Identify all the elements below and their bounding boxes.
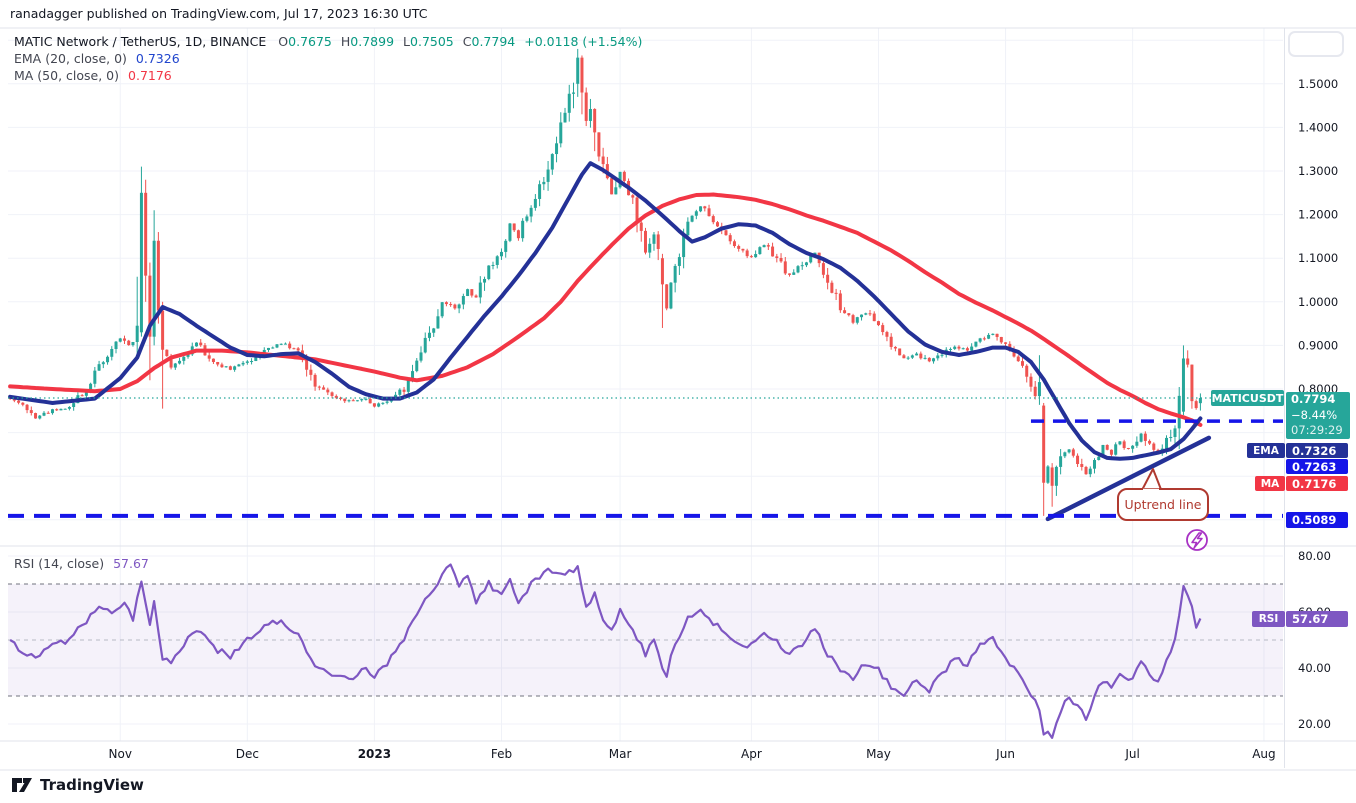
rsi-legend-value: 57.67 — [113, 556, 149, 571]
price-tick-label: 1.2000 — [1298, 208, 1338, 222]
time-axis-label: Jun — [995, 747, 1015, 761]
countdown-timer: 07:29:29 — [1291, 423, 1343, 437]
rsi-axis-value: 57.67 — [1286, 611, 1348, 627]
legend-symbol-row[interactable]: MATIC Network / TetherUS, 1D, BINANCE O0… — [14, 34, 642, 49]
time-axis-label: Feb — [491, 747, 512, 761]
price-tick-label: 0.9000 — [1298, 338, 1338, 352]
legend-ma-row[interactable]: MA (50, close, 0) 0.7176 — [14, 68, 172, 83]
ema-chip: EMA — [1247, 443, 1285, 458]
change-value: +0.0118 (+1.54%) — [524, 34, 643, 49]
ema-axis-value: 0.7326 — [1286, 443, 1348, 458]
rsi-tick-label: 40.00 — [1298, 661, 1331, 675]
ma-label: MA (50, close, 0) — [14, 68, 120, 83]
price-tick-label: 1.1000 — [1298, 251, 1338, 265]
uptrend-trendline[interactable] — [1045, 435, 1212, 522]
rsi-tick-label: 80.00 — [1298, 549, 1331, 563]
support-axis-value: 0.5089 — [1286, 512, 1348, 528]
rsi-tick-label: 20.00 — [1298, 717, 1331, 731]
tradingview-logo[interactable]: TradingView — [10, 775, 144, 795]
resistance-axis-value: 0.7263 — [1286, 459, 1348, 474]
ma-chip: MA — [1255, 476, 1285, 491]
time-axis-label: Dec — [236, 747, 259, 761]
ema-legend-value: 0.7326 — [135, 51, 180, 66]
time-axis-label: Mar — [609, 747, 632, 761]
ma50-line — [8, 192, 1203, 427]
countdown-price-badge: 0.7794 −8.44% 07:29:29 — [1286, 392, 1350, 439]
ema20-line — [8, 161, 1203, 461]
rsi-line — [9, 563, 1202, 739]
tradingview-brand-text: TradingView — [40, 776, 144, 794]
close-label: C — [462, 34, 472, 49]
uptrend-line-callout[interactable]: Uptrend line — [1124, 497, 1202, 512]
open-value: 0.7675 — [288, 34, 332, 49]
uptrend-callout-shape[interactable] — [1117, 468, 1209, 521]
legend-rsi-row[interactable]: RSI (14, close) 57.67 — [14, 556, 149, 571]
time-axis-label: May — [866, 747, 891, 761]
rsi-band — [8, 584, 1283, 696]
time-axis-labels[interactable]: Nov Dec 2023 Feb Mar Apr May Jun Jul Aug — [109, 747, 1276, 761]
rsi-label: RSI (14, close) — [14, 556, 105, 571]
legend-ema-row[interactable]: EMA (20, close, 0) 0.7326 — [14, 51, 180, 66]
symbol-title[interactable]: MATIC Network / TetherUS, 1D, BINANCE — [14, 34, 267, 49]
symbol-price-flag: MATICUSDT — [1211, 390, 1284, 406]
high-label: H — [340, 34, 351, 49]
publisher-line: ranadagger published on TradingView.com,… — [10, 6, 428, 21]
time-axis-label: Apr — [741, 747, 762, 761]
high-value: 0.7899 — [350, 34, 395, 49]
candles — [8, 48, 1202, 516]
ema-label: EMA (20, close, 0) — [14, 51, 127, 66]
low-label: L — [403, 34, 411, 49]
price-tick-label: 1.3000 — [1298, 164, 1338, 178]
low-value: 0.7505 — [410, 34, 454, 49]
rsi-chip: RSI — [1252, 611, 1285, 627]
time-axis-label: Nov — [109, 747, 132, 761]
close-value: 0.7794 — [471, 34, 516, 49]
gridlines — [8, 28, 1283, 741]
open-label: O — [278, 34, 289, 49]
time-axis-label: 2023 — [358, 747, 391, 761]
countdown-price: 0.7794 — [1291, 392, 1336, 406]
ma-legend-value: 0.7176 — [128, 68, 172, 83]
price-tick-label: 1.0000 — [1298, 295, 1338, 309]
price-tick-label: 1.5000 — [1298, 77, 1338, 91]
lightning-icon[interactable] — [1186, 529, 1208, 551]
time-axis-label: Aug — [1252, 747, 1275, 761]
price-scale-empty-label-box — [1288, 31, 1344, 57]
time-axis-label: Jul — [1124, 747, 1139, 761]
tradingview-logo-icon — [12, 778, 32, 792]
ma-axis-value: 0.7176 — [1286, 476, 1348, 491]
price-tick-label: 1.4000 — [1298, 120, 1338, 134]
countdown-change-pct: −8.44% — [1291, 407, 1338, 422]
